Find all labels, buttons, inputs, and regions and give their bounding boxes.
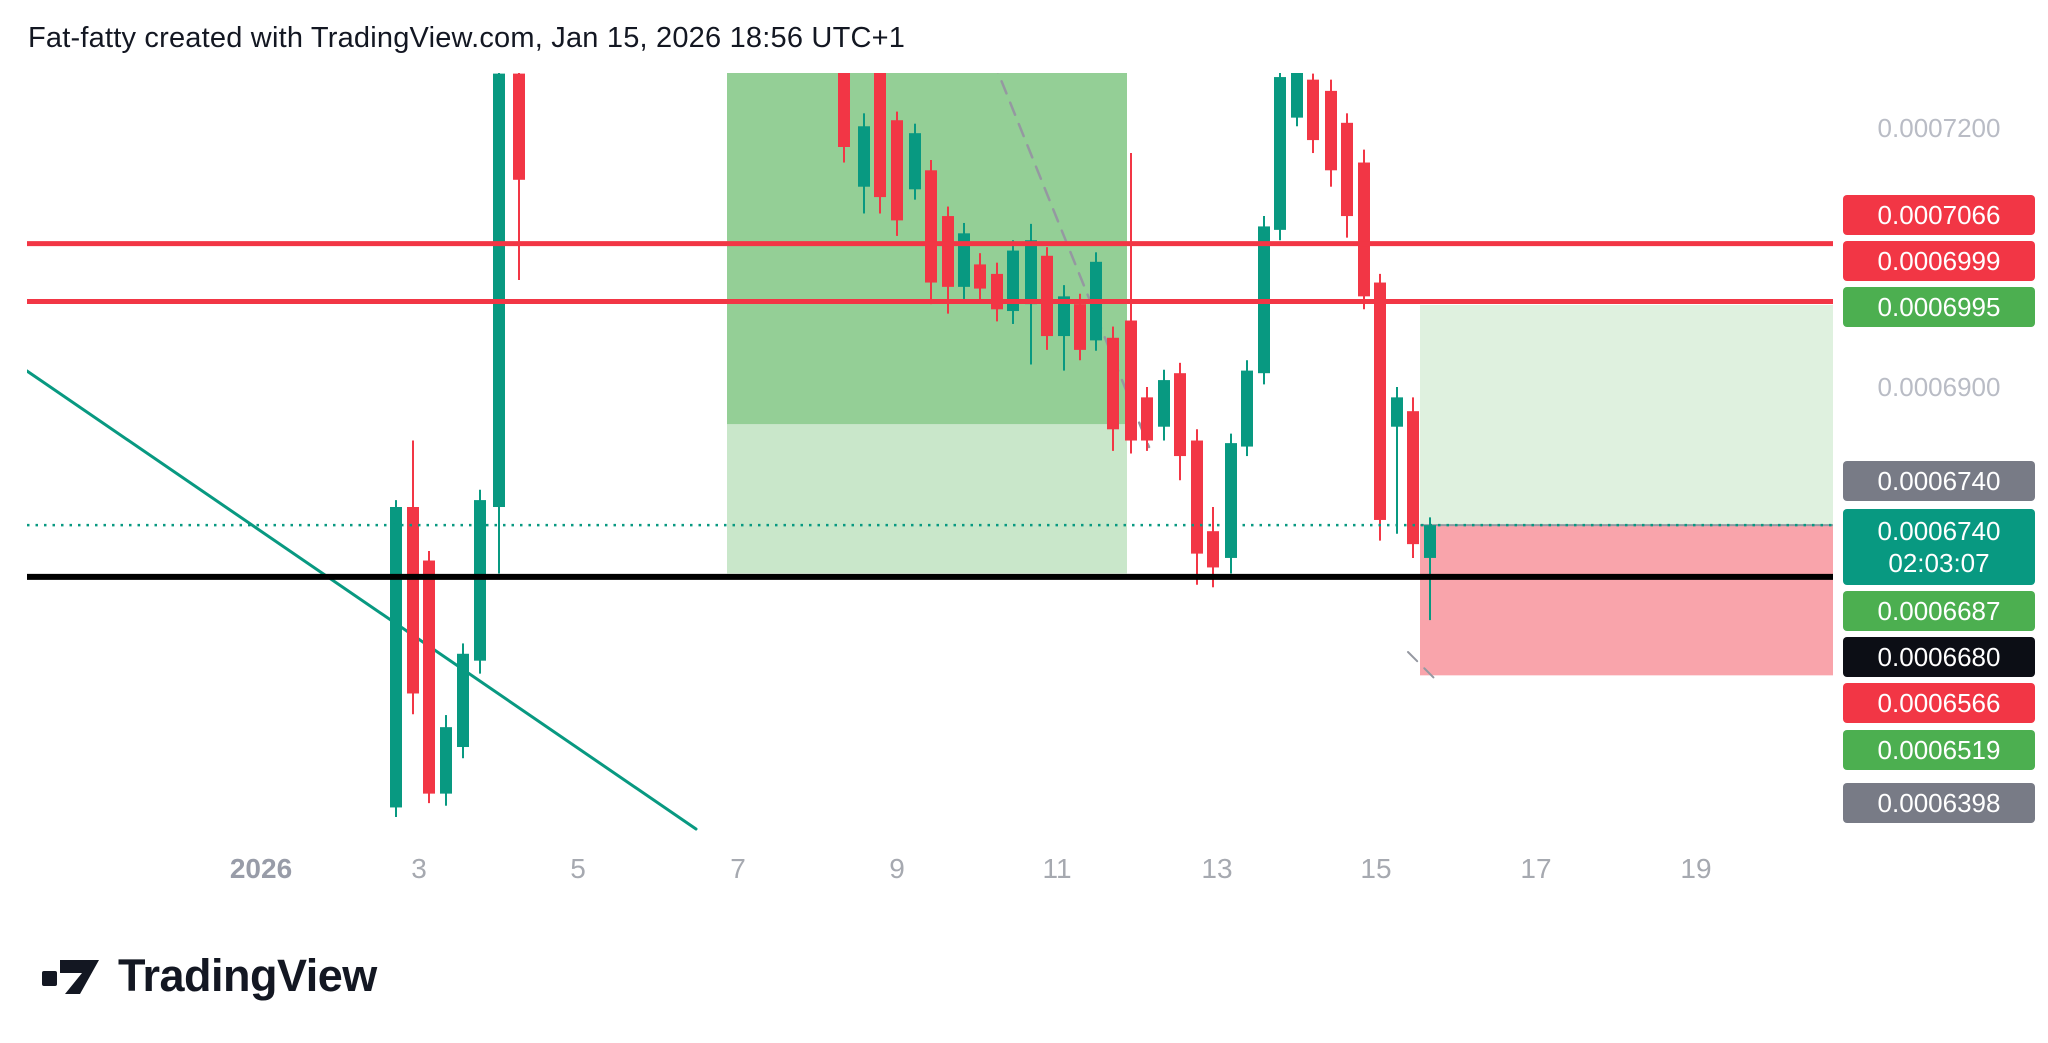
price-label-text: 0.0006995: [1877, 291, 2001, 322]
tradingview-logo-icon: [42, 960, 99, 994]
time-scale[interactable]: 2026 3 5 7 9 11 13 15 17 19: [0, 845, 1840, 897]
candle-body: [1141, 397, 1153, 441]
candle-body: [390, 507, 402, 808]
price-label-00006687-green: 0.0006687: [1843, 591, 2035, 631]
price-label-00006999-red: 0.0006999: [1843, 241, 2035, 281]
candle-body: [1125, 320, 1137, 441]
price-label-text: 0.0006740: [1877, 515, 2001, 546]
price-label-text: 0.0006740: [1877, 465, 2001, 496]
candle-body: [1358, 162, 1370, 297]
price-label-text: 0.0006680: [1877, 641, 2001, 672]
candle-body: [1391, 397, 1403, 427]
price-label-00006680-black: 0.0006680: [1843, 637, 2035, 677]
candle-body: [838, 73, 850, 147]
candle-body: [1225, 443, 1237, 558]
position-corner-mark[interactable]: [1407, 651, 1437, 681]
plot-area[interactable]: [27, 50, 1833, 831]
candle-body: [1307, 79, 1319, 141]
candle-body: [858, 126, 870, 187]
candle-body: [1291, 73, 1303, 118]
price-label-00006398-gray: 0.0006398: [1843, 783, 2035, 823]
candle-body: [474, 500, 486, 661]
candle-body: [440, 727, 452, 794]
price-label-00006566-red: 0.0006566: [1843, 683, 2035, 723]
candle-body: [1374, 282, 1386, 520]
dashed-projection-line[interactable]: [993, 60, 1151, 449]
price-scale[interactable]: 0.0007200 0.0007066 0.0006999 0.0006995 0.00…: [1843, 0, 2035, 900]
price-label-text: 0.0007066: [1877, 199, 2001, 230]
candle-body: [1341, 122, 1353, 217]
candles: [390, 73, 1436, 817]
candle-body: [1041, 255, 1053, 337]
price-label-text: 0.0007200: [1877, 112, 2001, 143]
candle-body: [407, 507, 419, 694]
candle-body: [925, 170, 937, 283]
price-label-00006995-green: 0.0006995: [1843, 287, 2035, 327]
candle-body: [1274, 77, 1286, 230]
time-label-19: 19: [1680, 853, 1712, 884]
time-label-5: 5: [570, 853, 586, 884]
time-label-2026: 2026: [229, 853, 293, 884]
candle-body: [1407, 411, 1419, 545]
chart-attribution-title: Fat-fatty created with TradingView.com, …: [28, 22, 906, 54]
price-label-text: 0.0006566: [1877, 687, 2001, 718]
candle-body: [1107, 337, 1119, 430]
tradingview-brand: TradingView: [40, 950, 377, 1002]
tradingview-brand-text: TradingView: [118, 950, 377, 1001]
time-label-7: 7: [730, 853, 746, 884]
price-label-00007066-red: 0.0007066: [1843, 195, 2035, 235]
candle-body: [942, 216, 954, 287]
candle-body: [1025, 240, 1037, 305]
candle-body: [457, 653, 469, 748]
candle-body: [1007, 250, 1019, 312]
price-label-text: 0.0006999: [1877, 245, 2001, 276]
candle-body: [1241, 370, 1253, 447]
price-label-00006519-green: 0.0006519: [1843, 730, 2035, 770]
price-label-text: 0.0006398: [1877, 787, 2001, 818]
candle-body: [423, 560, 435, 794]
candle-body: [513, 73, 525, 180]
candle-body: [974, 264, 986, 289]
long-position-profit-zone[interactable]: [1420, 304, 1833, 526]
time-label-15: 15: [1360, 853, 1392, 884]
candle-body: [1158, 380, 1170, 427]
bar-countdown-text: 02:03:07: [1888, 548, 1990, 578]
candle-body: [909, 133, 921, 190]
candle-body: [1074, 304, 1086, 350]
price-label-00006900-plain: 0.0006900: [1843, 367, 2035, 407]
candle-body: [493, 73, 505, 508]
candle-body: [1191, 440, 1203, 554]
candle-body: [1174, 373, 1186, 457]
downtrend-line[interactable]: [27, 369, 698, 831]
time-label-11: 11: [1042, 853, 1072, 884]
candle-body: [891, 120, 903, 221]
time-label-13: 13: [1201, 853, 1233, 884]
candle-body: [1325, 90, 1337, 171]
candle-body: [958, 233, 970, 287]
candle-body: [1207, 531, 1219, 568]
price-label-00006740-teal: 0.0006740 02:03:07: [1843, 509, 2035, 585]
candle-body: [1424, 525, 1436, 558]
price-label-00007200-plain: 0.0007200: [1843, 108, 2035, 148]
supply-zone-lower[interactable]: [727, 424, 1127, 574]
time-label-17: 17: [1520, 853, 1552, 884]
price-label-text: 0.0006687: [1877, 595, 2001, 626]
price-label-text: 0.0006519: [1877, 734, 2001, 765]
price-label-text: 0.0006900: [1877, 371, 2001, 402]
long-position-loss-zone[interactable]: [1420, 525, 1833, 676]
price-label-00006740-gray: 0.0006740: [1843, 461, 2035, 501]
candle-body: [1058, 296, 1070, 337]
candle-body: [874, 73, 886, 198]
time-label-9: 9: [889, 853, 905, 884]
time-label-3: 3: [411, 853, 427, 884]
